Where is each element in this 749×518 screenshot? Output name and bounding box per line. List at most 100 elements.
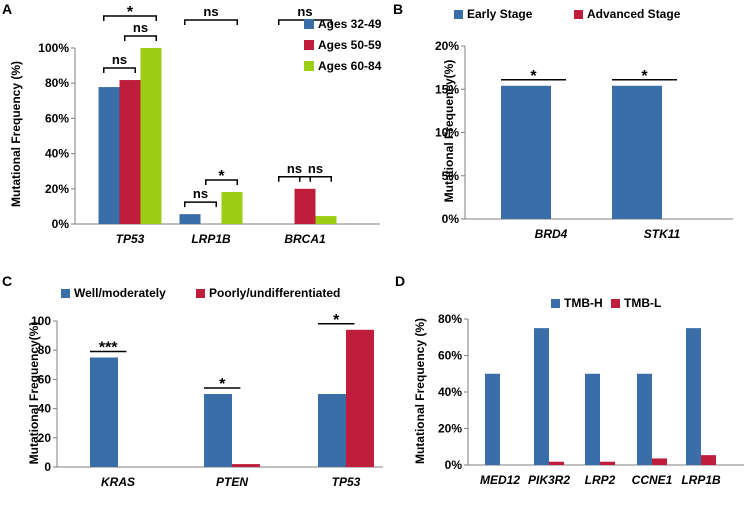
y-axis-title: Mutational Frequency(%) <box>442 60 456 203</box>
y-tick-label: 15% <box>435 82 459 96</box>
significance-label: ns <box>297 4 312 19</box>
legend-swatch <box>454 10 463 19</box>
legend-label: TMB-L <box>624 296 661 310</box>
significance-bracket: ns <box>278 161 311 182</box>
significance-bracket: ns <box>184 186 217 208</box>
legend-item: TMB-H <box>551 296 603 310</box>
y-tick-label: 5% <box>442 169 460 183</box>
legend-label: Ages 60-84 <box>318 59 382 73</box>
chart-panel-d: 0% 20% 40% 60% 80% Mutational Frequency (%) ME… <box>413 296 744 487</box>
y-tick-label: 60 <box>38 372 52 386</box>
significance-label: * <box>127 4 134 21</box>
bar-c-pten-series-1 <box>204 394 232 467</box>
legend-swatch <box>304 61 314 71</box>
significance-bracket: ns <box>299 161 332 182</box>
bar-d-med12-series-1 <box>485 373 500 465</box>
legend-item: Ages 32-49 <box>304 17 382 31</box>
significance-label: ns <box>112 52 127 67</box>
significance-bracket: * <box>205 168 238 185</box>
bar-a-tp53-series-2 <box>119 80 141 224</box>
legend-label: Well/moderately <box>74 286 166 300</box>
chart-panel-a: 0% 20% 40% 60% 80% 100% Mutational Frequency (… <box>9 4 382 246</box>
significance-label: * <box>219 376 226 393</box>
bar-d-ccne1-series-2 <box>652 458 667 465</box>
bar-a-tp53-series-3 <box>140 48 162 224</box>
bar-a-lrp1b-series-3 <box>221 191 243 224</box>
significance-label: ns <box>193 186 208 201</box>
y-tick-label: 60% <box>438 349 462 363</box>
legend-swatch <box>611 299 620 308</box>
bar-c-kras-series-1 <box>90 357 118 467</box>
legend-item: Early Stage <box>454 7 533 21</box>
bar-d-lrp1b-series-2 <box>701 455 716 465</box>
significance-bracket: * <box>318 312 355 329</box>
significance-label: ns <box>308 161 323 176</box>
significance-bracket: * <box>103 4 157 21</box>
x-category-label: LRP2 <box>585 473 616 487</box>
bar-c-tp53-series-1 <box>318 394 346 467</box>
y-tick-label: 20% <box>438 422 462 436</box>
legend-item: Advanced Stage <box>574 7 681 21</box>
bar-c-pten-series-2 <box>232 464 260 467</box>
y-tick-label: 40% <box>45 147 69 161</box>
significance-label: ns <box>287 161 302 176</box>
legend-swatch <box>551 299 560 308</box>
y-axis-title: Mutational Frequency (%) <box>413 318 427 464</box>
bar-a-brca1-series-2 <box>294 188 316 224</box>
x-category-label: KRAS <box>101 475 135 489</box>
significance-bracket: * <box>204 376 241 393</box>
y-tick-label: 20 <box>38 431 52 445</box>
y-tick-label: 0% <box>445 458 463 472</box>
x-category-label: STK11 <box>644 227 681 241</box>
y-tick-label: 0% <box>52 217 70 231</box>
panel-letter-d: D <box>395 273 405 289</box>
significance-bracket: ns <box>124 20 157 41</box>
panel-letter-b: B <box>393 1 403 17</box>
y-tick-label: 40 <box>38 402 52 416</box>
legend-label: Ages 32-49 <box>318 17 382 31</box>
legend-label: TMB-H <box>564 296 603 310</box>
y-tick-label: 80% <box>45 76 69 90</box>
chart-panel-b: 0% 5% 10% 15% 20% Mutational Frequency(%) BRD4… <box>435 7 733 241</box>
panel-letter-c: C <box>2 273 12 289</box>
significance-bracket: *** <box>90 340 127 357</box>
legend-item: Poorly/undifferentiated <box>196 286 340 300</box>
significance-label: * <box>530 68 537 85</box>
significance-bracket: * <box>501 68 566 85</box>
legend-swatch <box>304 40 314 50</box>
y-tick-label: 10% <box>435 126 459 140</box>
x-category-label: BRCA1 <box>284 232 326 246</box>
significance-bracket: ns <box>103 52 136 74</box>
legend-swatch <box>61 289 70 298</box>
y-tick-label: 100 <box>31 314 51 328</box>
x-category-label: TP53 <box>332 475 361 489</box>
y-tick-label: 80 <box>38 343 52 357</box>
bar-a-lrp1b-series-1 <box>179 214 201 224</box>
x-category-label: CCNE1 <box>632 473 673 487</box>
significance-label: *** <box>99 340 118 357</box>
y-tick-label: 20% <box>435 39 459 53</box>
bar-b-brd4-series-1 <box>501 85 551 219</box>
legend-item: TMB-L <box>611 296 661 310</box>
significance-label: * <box>333 312 340 329</box>
x-category-label: TP53 <box>116 232 145 246</box>
significance-label: * <box>641 68 648 85</box>
x-category-label: PTEN <box>216 475 248 489</box>
panel-letter-a: A <box>2 1 12 17</box>
significance-label: ns <box>203 4 218 19</box>
x-category-label: LRP1B <box>191 232 231 246</box>
x-category-label: LRP1B <box>681 473 721 487</box>
significance-bracket: ns <box>184 4 238 25</box>
y-tick-label: 80% <box>438 312 462 326</box>
y-axis-title: Mutational Frequency (%) <box>9 61 23 207</box>
x-category-label: BRD4 <box>535 227 568 241</box>
legend-swatch <box>304 19 314 29</box>
legend-item: Ages 60-84 <box>304 59 382 73</box>
bar-c-tp53-series-2 <box>346 329 374 467</box>
legend-item: Ages 50-59 <box>304 38 382 52</box>
legend-label: Advanced Stage <box>587 7 681 21</box>
significance-label: ns <box>133 20 148 35</box>
bar-d-pik3r2-series-2 <box>549 461 564 465</box>
